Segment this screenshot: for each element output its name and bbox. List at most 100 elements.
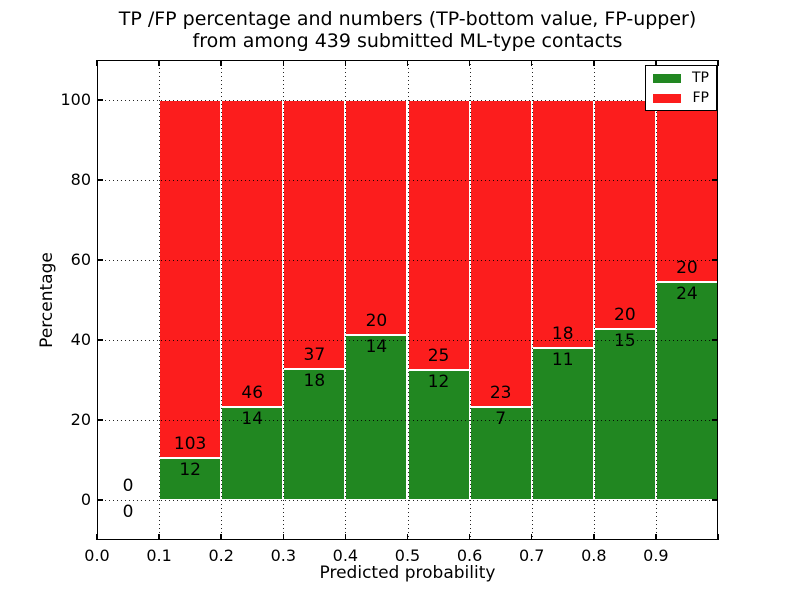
tp-bar-segment xyxy=(407,370,470,500)
fp-bar-segment xyxy=(593,100,656,329)
x-tick-mark-top xyxy=(655,60,657,66)
y-tick-mark xyxy=(97,339,103,341)
legend-swatch-fp xyxy=(653,94,681,103)
y-tick-mark xyxy=(97,419,103,421)
y-tick-mark xyxy=(97,99,103,101)
v-gridline xyxy=(221,60,223,540)
x-tick-mark xyxy=(593,534,595,540)
x-tick-mark xyxy=(468,534,471,540)
tp-bar-segment xyxy=(345,335,408,500)
y-tick-mark-right xyxy=(712,419,718,421)
y-tick-mark-right xyxy=(712,339,718,341)
chart-title-line1: TP /FP percentage and numbers (TP-bottom… xyxy=(118,8,697,30)
fp-bar-segment xyxy=(345,100,408,336)
tp-count-label: 14 xyxy=(241,408,264,429)
fp-count-label: 18 xyxy=(551,324,574,345)
x-tick-mark xyxy=(344,534,347,540)
x-tick-mark xyxy=(96,534,98,540)
fp-count-label: 20 xyxy=(365,311,388,332)
x-axis-label: Predicted probability xyxy=(319,563,496,583)
fp-bar-segment xyxy=(283,100,346,370)
tp-bar-segment xyxy=(159,458,222,500)
v-gridline xyxy=(283,60,285,540)
tp-count-label: 12 xyxy=(179,460,201,481)
plot-area: 0 0 103 12 46 14 37 18 20 14 25 12 23 7 18 11 20 15 20 24 TP… xyxy=(96,60,719,540)
tp-count-label: 14 xyxy=(365,337,388,358)
tp-count-label: 0 xyxy=(122,502,134,522)
y-tick-label: 80 xyxy=(70,170,91,189)
x-tick-mark-top xyxy=(96,60,98,66)
tp-bar-segment xyxy=(593,328,656,500)
x-tick-mark xyxy=(655,534,657,540)
chart-title-line2: from among 439 submitted ML-type contact… xyxy=(192,30,623,52)
fp-count-label: 37 xyxy=(303,345,326,366)
legend-swatch-tp xyxy=(653,74,681,83)
y-tick-label: 0 xyxy=(80,490,91,509)
tp-count-label: 11 xyxy=(551,350,574,371)
v-gridline xyxy=(655,60,657,540)
tp-bar-segment xyxy=(531,348,594,500)
y-tick-mark xyxy=(97,259,103,261)
v-gridline xyxy=(345,60,347,540)
fp-count-label: 20 xyxy=(614,304,636,325)
x-tick-mark xyxy=(717,534,719,540)
x-tick-mark-top xyxy=(468,60,471,66)
y-tick-mark xyxy=(97,499,103,501)
x-tick-mark-top xyxy=(282,60,285,66)
x-tick-mark xyxy=(220,534,222,540)
x-tick-label: 0.0 xyxy=(84,546,110,565)
x-tick-label: 0.7 xyxy=(518,546,545,565)
x-tick-mark xyxy=(282,534,285,540)
x-tick-label: 0.8 xyxy=(581,546,607,565)
legend-label: FP xyxy=(692,90,710,106)
x-tick-mark-top xyxy=(406,60,409,66)
legend-item: TP xyxy=(646,71,716,86)
y-tick-mark-right xyxy=(712,499,718,501)
x-tick-mark-top xyxy=(220,60,222,66)
x-tick-mark xyxy=(406,534,409,540)
x-tick-mark-top xyxy=(530,60,533,66)
tp-count-label: 24 xyxy=(676,283,698,304)
v-gridline xyxy=(593,60,595,540)
legend-label: TP xyxy=(692,70,709,86)
fp-bar-segment xyxy=(531,100,594,349)
tp-bar-segment xyxy=(221,406,284,500)
fp-count-label: 25 xyxy=(427,346,450,367)
x-tick-mark-top xyxy=(593,60,595,66)
tp-bar-segment xyxy=(655,281,718,500)
y-tick-label: 40 xyxy=(70,330,91,349)
y-tick-label: 20 xyxy=(70,410,91,429)
fp-bar-segment xyxy=(221,100,284,407)
v-gridline xyxy=(407,60,409,540)
y-tick-mark xyxy=(97,179,103,181)
chart-title: TP /FP percentage and numbers (TP-bottom… xyxy=(97,8,718,52)
v-gridline xyxy=(159,60,161,540)
x-tick-label: 0.2 xyxy=(208,546,234,565)
fp-count-label: 46 xyxy=(241,382,264,403)
x-tick-label: 0.3 xyxy=(270,546,297,565)
x-tick-label: 0.9 xyxy=(643,546,669,565)
y-tick-label: 100 xyxy=(60,90,91,109)
tp-count-label: 18 xyxy=(303,371,326,392)
tp-count-label: 7 xyxy=(495,408,507,429)
fp-bar-segment xyxy=(159,100,222,459)
tp-count-label: 12 xyxy=(427,372,450,393)
x-tick-label: 0.5 xyxy=(394,546,421,565)
x-tick-label: 0.4 xyxy=(332,546,359,565)
fp-bar-segment xyxy=(655,100,718,282)
fp-count-label: 20 xyxy=(676,257,698,278)
fp-count-label: 0 xyxy=(122,476,134,496)
tp-count-label: 15 xyxy=(614,330,636,351)
y-tick-mark-right xyxy=(712,259,718,261)
x-tick-label: 0.1 xyxy=(146,546,172,565)
x-tick-mark-top xyxy=(158,60,160,66)
y-tick-mark-right xyxy=(712,179,718,181)
x-tick-mark-top xyxy=(717,60,719,66)
fp-bar-segment xyxy=(407,100,470,371)
fp-count-label: 103 xyxy=(173,434,207,455)
v-gridline xyxy=(531,60,533,540)
x-tick-label: 0.6 xyxy=(456,546,483,565)
fp-bar-segment xyxy=(469,100,532,407)
y-tick-label: 60 xyxy=(70,250,91,269)
